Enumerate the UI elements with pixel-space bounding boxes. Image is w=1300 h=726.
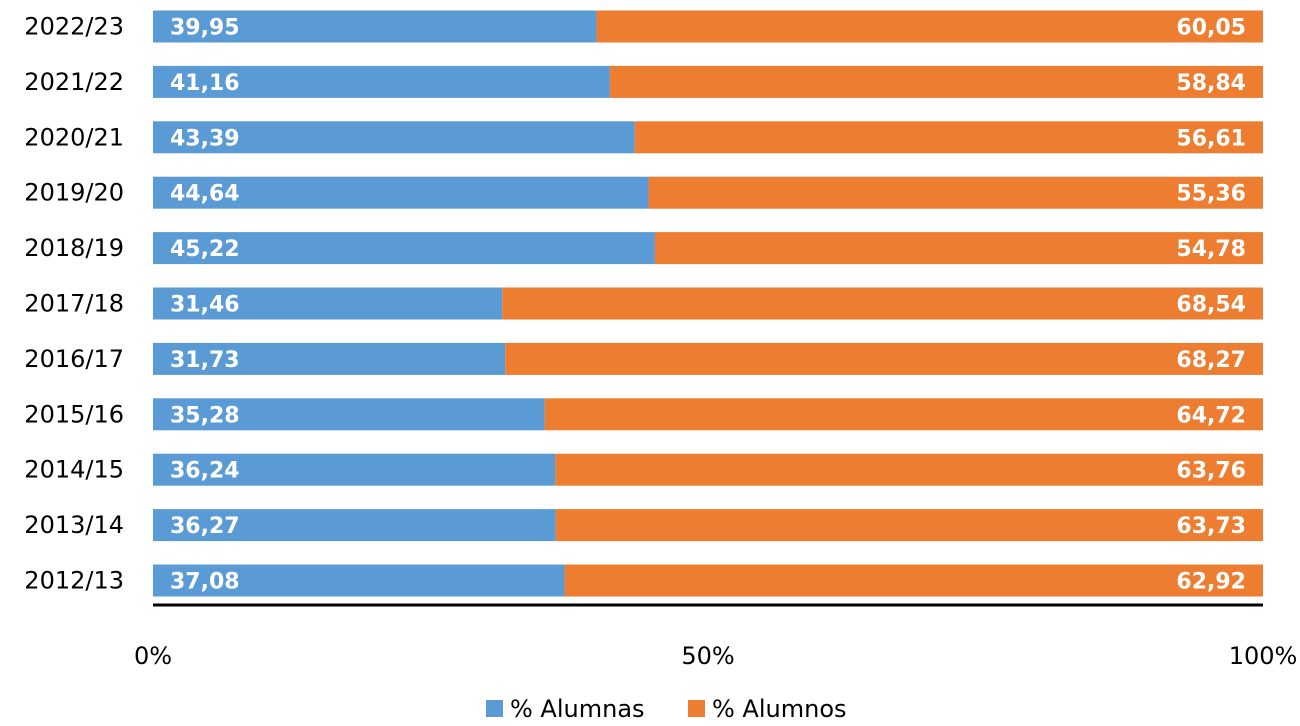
data-label-alumnos: 55,36 — [1176, 182, 1246, 207]
data-label-alumnos: 68,27 — [1176, 348, 1246, 373]
category-label: 2018/19 — [24, 234, 124, 262]
category-label: 2012/13 — [24, 567, 124, 595]
bar-alumnas — [153, 176, 649, 209]
legend-label-alumnos: % Alumnos — [712, 695, 847, 723]
bar-alumnas — [153, 232, 655, 265]
bar-alumnos — [648, 176, 1263, 209]
legend: % Alumnas % Alumnos — [486, 695, 847, 723]
data-label-alumnas: 36,24 — [170, 459, 240, 484]
data-label-alumnos: 63,76 — [1176, 459, 1246, 484]
bar-alumnos — [555, 509, 1263, 542]
bar-alumnas — [153, 287, 503, 320]
category-label: 2021/22 — [24, 68, 124, 96]
bar-alumnas — [153, 398, 545, 431]
category-label: 2019/20 — [24, 179, 124, 207]
bar-alumnas — [153, 342, 506, 375]
category-label: 2014/15 — [24, 456, 124, 484]
data-label-alumnos: 64,72 — [1176, 403, 1246, 428]
x-axis: 0% 50% 100% — [134, 603, 1298, 670]
data-label-alumnas: 45,22 — [170, 237, 240, 262]
bar-alumnas — [153, 65, 610, 98]
data-label-alumnas: 41,16 — [170, 71, 240, 96]
data-label-alumnas: 31,46 — [170, 293, 240, 318]
data-label-alumnos: 58,84 — [1176, 71, 1246, 96]
data-label-alumnos: 68,54 — [1176, 293, 1246, 318]
data-label-alumnos: 62,92 — [1176, 570, 1246, 595]
bar-alumnas — [153, 564, 565, 597]
bar-alumnos — [555, 453, 1263, 486]
data-label-alumnas: 35,28 — [170, 403, 240, 428]
bar-alumnos — [596, 10, 1263, 43]
data-label-alumnas: 44,64 — [170, 182, 240, 207]
category-label: 2013/14 — [24, 511, 124, 539]
bar-alumnas — [153, 509, 556, 542]
data-label-alumnos: 54,78 — [1176, 237, 1246, 262]
data-labels-layer: 39,95 60,05 41,16 58,84 43,39 56,61 44,64 55,36… — [170, 16, 1246, 595]
category-label: 2016/17 — [24, 345, 124, 373]
data-label-alumnos: 56,61 — [1176, 126, 1246, 151]
data-label-alumnos: 60,05 — [1176, 16, 1246, 41]
legend-swatch-alumnos — [688, 700, 705, 717]
category-label: 2017/18 — [24, 290, 124, 318]
category-labels-layer: 2022/23 2021/22 2020/21 2019/20 2018/19 2017/… — [24, 13, 124, 595]
bar-alumnos — [654, 232, 1263, 265]
bar-alumnos — [609, 65, 1263, 98]
legend-swatch-alumnas — [486, 700, 503, 717]
bar-alumnos — [502, 287, 1263, 320]
bars-layer — [153, 10, 1263, 597]
bar-alumnas — [153, 453, 556, 486]
x-tick-label: 0% — [134, 642, 172, 670]
data-label-alumnas: 37,08 — [170, 570, 240, 595]
data-label-alumnas: 31,73 — [170, 348, 240, 373]
bar-alumnos — [634, 121, 1263, 154]
category-label: 2015/16 — [24, 400, 124, 428]
bar-alumnos — [505, 342, 1263, 375]
x-tick-label: 100% — [1229, 642, 1298, 670]
category-label: 2020/21 — [24, 123, 124, 151]
data-label-alumnos: 63,73 — [1176, 514, 1246, 539]
data-label-alumnas: 39,95 — [170, 16, 240, 41]
bar-alumnos — [544, 398, 1263, 431]
legend-label-alumnas: % Alumnas — [510, 695, 645, 723]
bar-alumnas — [153, 10, 597, 43]
category-label: 2022/23 — [24, 13, 124, 41]
data-label-alumnas: 43,39 — [170, 126, 240, 151]
bar-alumnas — [153, 121, 635, 154]
data-label-alumnas: 36,27 — [170, 514, 240, 539]
bar-alumnos — [564, 564, 1263, 597]
x-tick-label: 50% — [681, 642, 734, 670]
